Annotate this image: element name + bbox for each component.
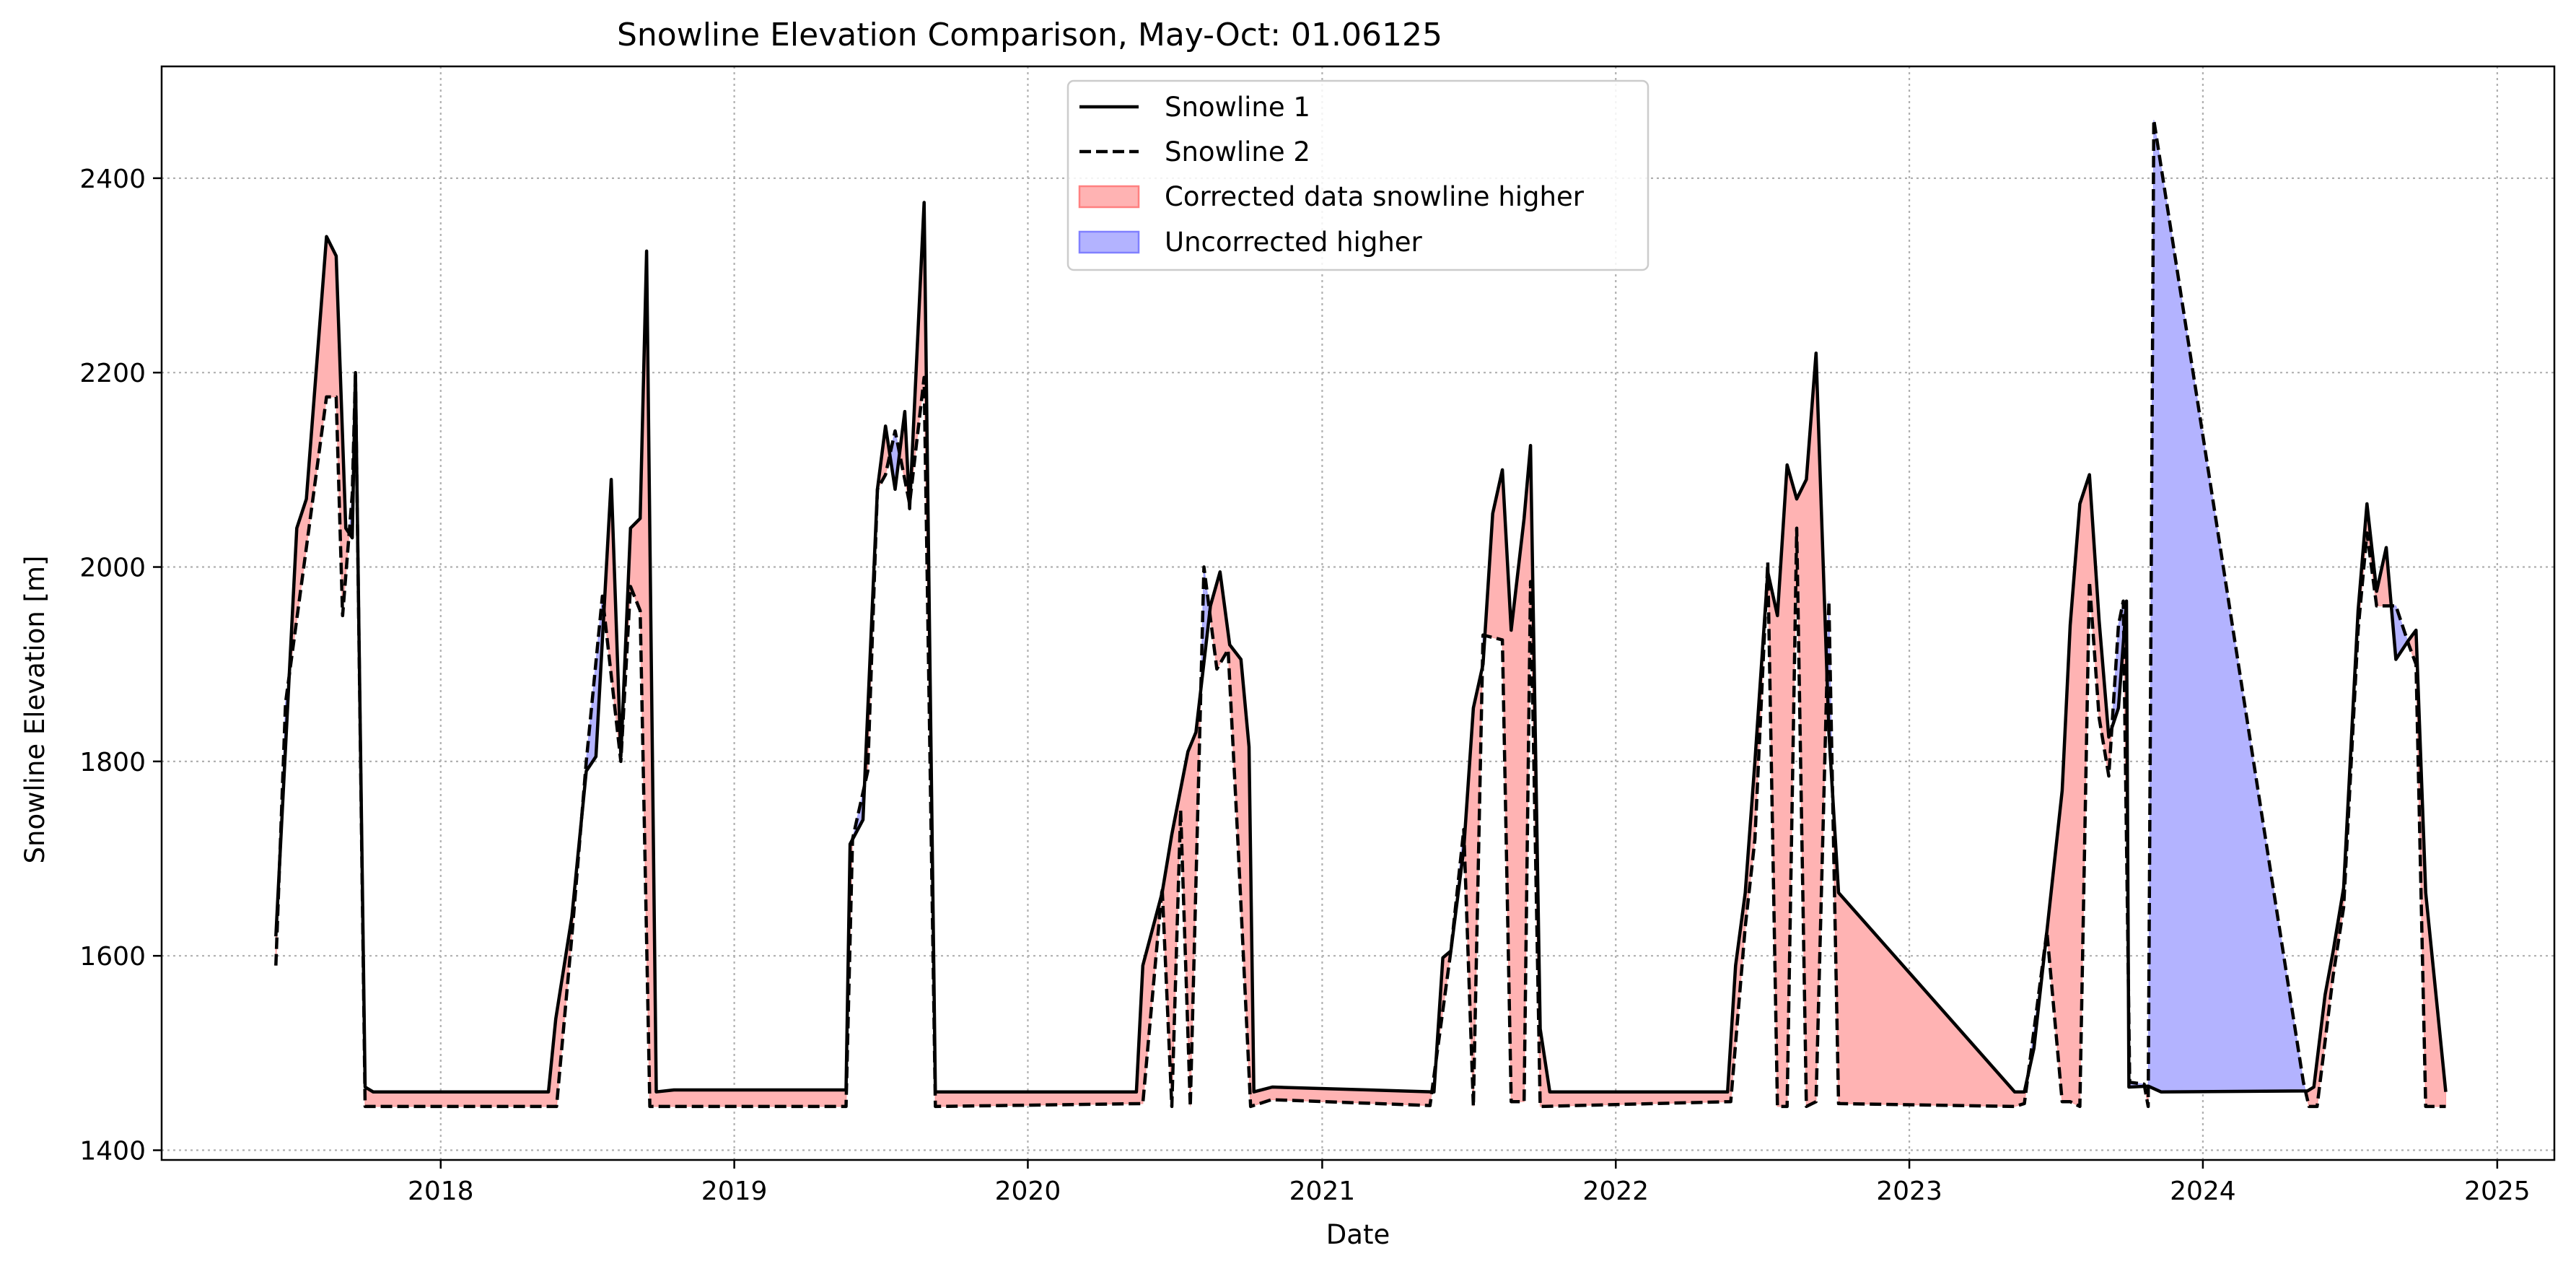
y-tick-label: 1600 bbox=[79, 942, 146, 972]
x-tick-label: 2020 bbox=[995, 1177, 1061, 1206]
y-axis-label: Snowline Elevation [m] bbox=[19, 556, 51, 864]
legend-label-uncorrected-higher: Uncorrected higher bbox=[1165, 227, 1423, 258]
y-tick-label: 2400 bbox=[79, 165, 146, 194]
series-lines bbox=[274, 118, 2448, 1109]
legend: Snowline 1 Snowline 2 Corrected data sno… bbox=[1066, 79, 1650, 271]
x-tick-label: 2018 bbox=[408, 1177, 474, 1206]
x-tick-label: 2023 bbox=[1876, 1177, 1942, 1206]
legend-swatch-uncorrected-higher bbox=[1078, 230, 1140, 254]
legend-swatch-corrected-higher bbox=[1078, 185, 1140, 209]
y-tick-label: 1400 bbox=[79, 1137, 146, 1166]
series-line-snowline-1 bbox=[274, 201, 2448, 1094]
x-tick-label: 2022 bbox=[1582, 1177, 1649, 1206]
grid-lines bbox=[162, 66, 2554, 1160]
x-tick-label: 2019 bbox=[701, 1177, 768, 1206]
y-tick-label: 2000 bbox=[79, 554, 146, 583]
y-tick-label: 2200 bbox=[79, 359, 146, 388]
x-axis-label: Date bbox=[1326, 1219, 1390, 1250]
legend-label-snowline-2: Snowline 2 bbox=[1165, 136, 1310, 167]
legend-label-corrected-higher: Corrected data snowline higher bbox=[1165, 181, 1585, 212]
plot-frame bbox=[160, 65, 2556, 1161]
chart-title: Snowline Elevation Comparison, May-Oct: … bbox=[617, 17, 1442, 53]
legend-label-snowline-1: Snowline 1 bbox=[1165, 92, 1310, 123]
x-tick-label: 2025 bbox=[2464, 1177, 2531, 1206]
legend-box bbox=[1066, 79, 1650, 271]
axis-ticks: 2018 2019 2020 2021 2022 2023 2024 2025 1400 1600… bbox=[79, 165, 2530, 1206]
series-line-snowline-2 bbox=[274, 118, 2446, 1109]
x-tick-label: 2024 bbox=[2170, 1177, 2236, 1206]
y-tick-label: 1800 bbox=[79, 748, 146, 777]
x-tick-label: 2021 bbox=[1289, 1177, 1356, 1206]
